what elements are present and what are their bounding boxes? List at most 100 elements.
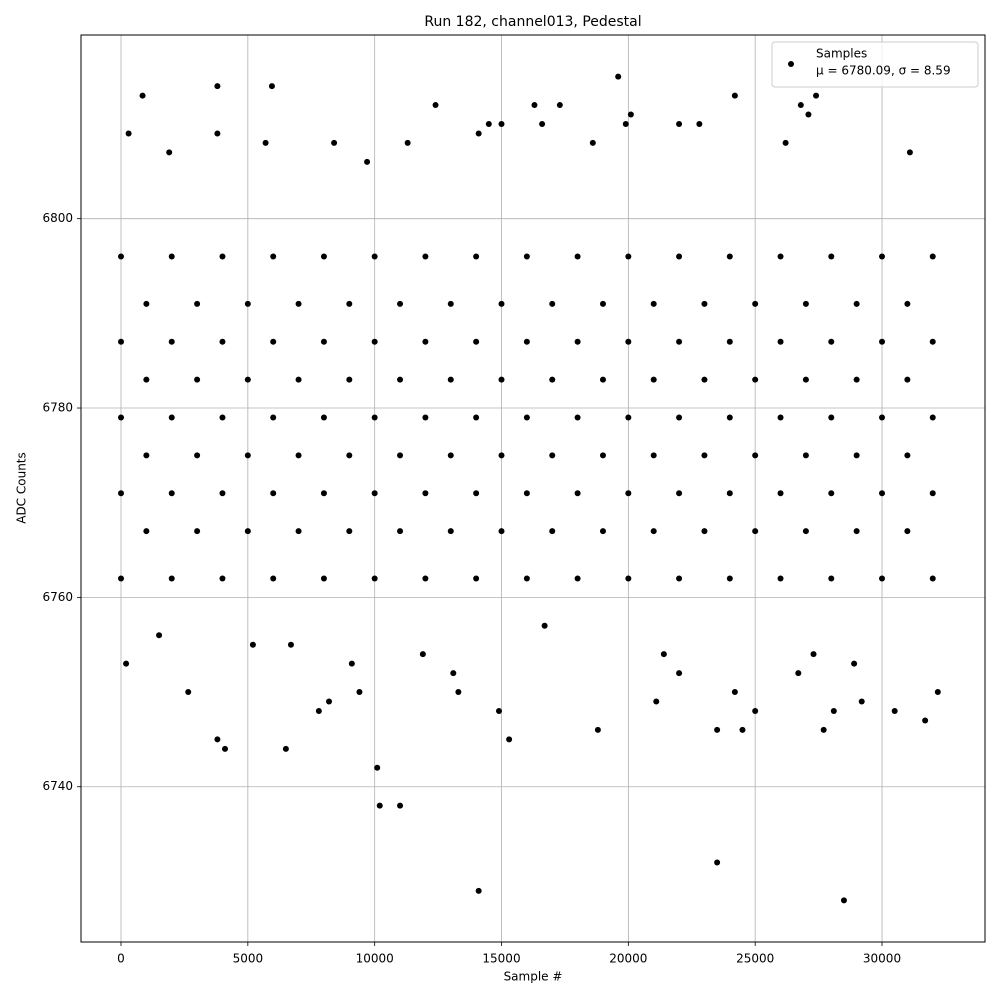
point (143, 376, 150, 383)
y-tick-label: 6800 (42, 211, 73, 225)
point (549, 528, 556, 535)
point (222, 745, 229, 752)
point (287, 641, 294, 648)
point (879, 253, 886, 260)
point (397, 300, 404, 307)
point (929, 253, 936, 260)
point (168, 338, 175, 345)
point (599, 376, 606, 383)
point (495, 707, 502, 714)
point (143, 452, 150, 459)
point (506, 736, 513, 743)
point (473, 253, 480, 260)
point (397, 528, 404, 535)
point (485, 120, 492, 127)
point (701, 376, 708, 383)
point (625, 575, 632, 582)
point (320, 253, 327, 260)
point (270, 490, 277, 497)
x-tick-label: 0 (117, 952, 125, 966)
point (676, 670, 683, 677)
point (422, 338, 429, 345)
point (432, 102, 439, 109)
point (268, 83, 275, 90)
point (397, 376, 404, 383)
point (777, 338, 784, 345)
point (447, 528, 454, 535)
point (473, 490, 480, 497)
point (879, 338, 886, 345)
point (219, 414, 226, 421)
point (348, 660, 355, 667)
point (904, 528, 911, 535)
point (295, 376, 302, 383)
point (498, 300, 505, 307)
point (473, 414, 480, 421)
point (650, 300, 657, 307)
point (891, 707, 898, 714)
point (214, 83, 221, 90)
point (270, 253, 277, 260)
point (830, 707, 837, 714)
point (320, 490, 327, 497)
point (295, 452, 302, 459)
point (374, 764, 381, 771)
point (906, 149, 913, 156)
point (219, 575, 226, 582)
point (422, 490, 429, 497)
point (622, 120, 629, 127)
point (371, 490, 378, 497)
plot-frame (80, 34, 986, 943)
point (118, 414, 125, 421)
x-tick-label: 30000 (863, 952, 901, 966)
point (295, 300, 302, 307)
point (270, 575, 277, 582)
point (346, 300, 353, 307)
point (752, 452, 759, 459)
point (376, 802, 383, 809)
x-axis-label: Sample # (504, 970, 563, 984)
point (346, 528, 353, 535)
point (625, 253, 632, 260)
y-axis-label: ADC Counts (15, 452, 29, 524)
point (326, 698, 333, 705)
point (219, 253, 226, 260)
point (168, 490, 175, 497)
point (653, 698, 660, 705)
point (295, 528, 302, 535)
point (676, 490, 683, 497)
point (523, 575, 530, 582)
point (853, 300, 860, 307)
point (320, 338, 327, 345)
point (371, 575, 378, 582)
point (802, 528, 809, 535)
point (523, 490, 530, 497)
point (853, 528, 860, 535)
point (929, 575, 936, 582)
point (282, 745, 289, 752)
point (696, 120, 703, 127)
point (219, 338, 226, 345)
point (549, 452, 556, 459)
point (574, 253, 581, 260)
point (731, 92, 738, 99)
point (404, 139, 411, 146)
point (676, 338, 683, 345)
point (795, 670, 802, 677)
chart-title: Run 182, channel013, Pedestal (424, 14, 641, 30)
point (813, 92, 820, 99)
point (447, 376, 454, 383)
point (270, 414, 277, 421)
y-tick-label: 6780 (42, 401, 73, 415)
point (904, 452, 911, 459)
point (194, 376, 201, 383)
point (820, 726, 827, 733)
point (828, 490, 835, 497)
x-tick-label: 25000 (736, 952, 774, 966)
point (244, 300, 251, 307)
point (168, 575, 175, 582)
point (625, 490, 632, 497)
point (676, 120, 683, 127)
point (364, 158, 371, 165)
